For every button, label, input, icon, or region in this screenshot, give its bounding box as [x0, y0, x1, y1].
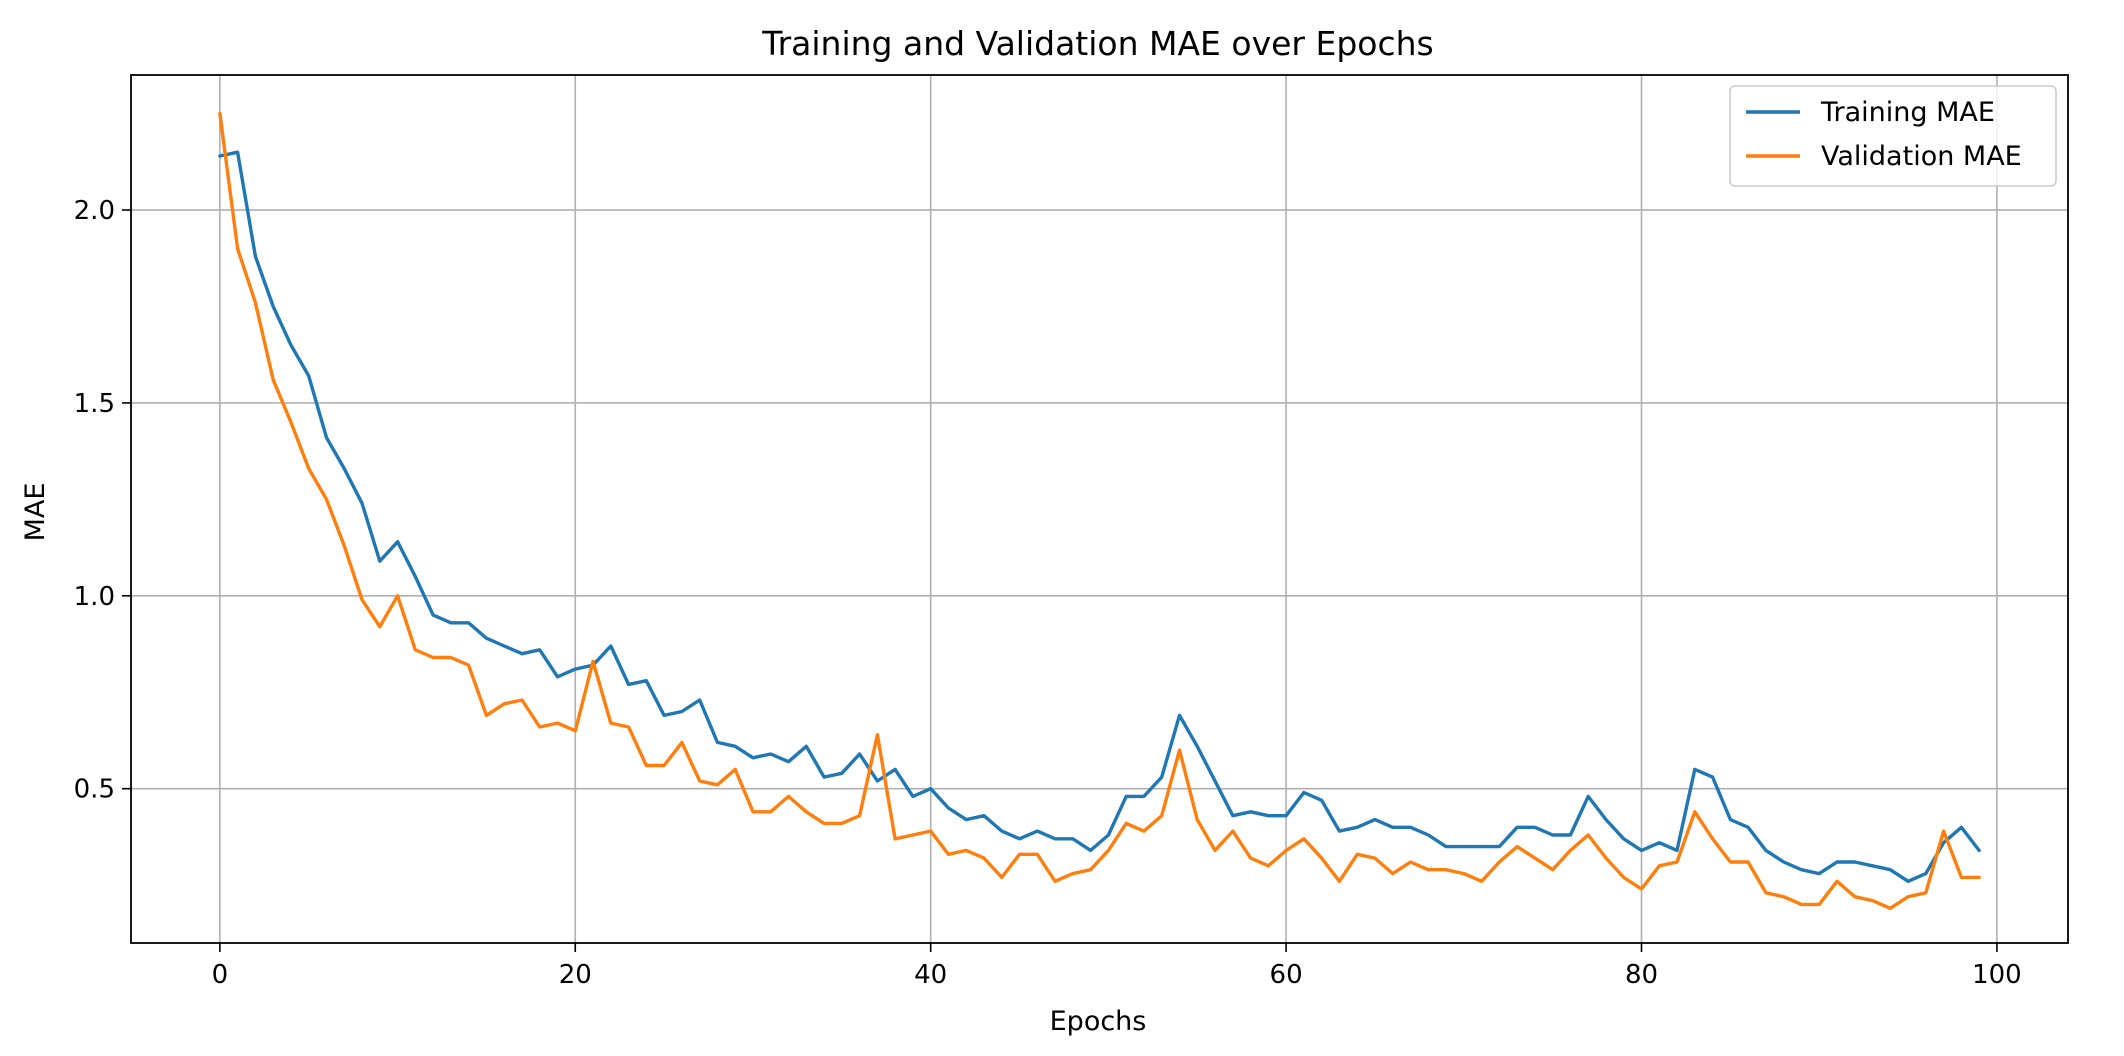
- y-tick-label: 1.0: [74, 582, 115, 612]
- plot-frame: [130, 74, 2069, 944]
- x-tick-label: 20: [559, 960, 592, 990]
- x-tick-label: 60: [1270, 960, 1303, 990]
- chart-title: Training and Validation MAE over Epochs: [761, 24, 1433, 63]
- x-axis-label: Epochs: [1050, 1006, 1147, 1037]
- x-tick-label: 80: [1625, 960, 1658, 990]
- training-mae-line: [218, 150, 1981, 883]
- x-axis-ticks: 0 20 40 60 80 100: [212, 943, 2022, 990]
- validation-mae-legend-label: Validation MAE: [1821, 141, 2022, 172]
- y-tick-label: 0.5: [74, 775, 115, 805]
- y-tick-label: 1.5: [74, 389, 115, 419]
- x-tick-label: 40: [914, 960, 947, 990]
- validation-mae-line: [218, 111, 1981, 910]
- x-tick-label: 100: [1972, 960, 2022, 990]
- x-tick-label: 0: [212, 960, 229, 990]
- series-layer: [218, 111, 1981, 910]
- training-mae-legend-label: Training MAE: [1820, 97, 1995, 128]
- y-tick-label: 2.0: [74, 196, 115, 226]
- y-axis-ticks: 0.5 1.0 1.5 2.0: [74, 196, 131, 805]
- grid-lines: [131, 75, 2068, 943]
- legend: Training MAE Validation MAE: [1729, 85, 2057, 187]
- legend-box: [1729, 85, 2057, 187]
- y-axis-label: MAE: [20, 483, 51, 542]
